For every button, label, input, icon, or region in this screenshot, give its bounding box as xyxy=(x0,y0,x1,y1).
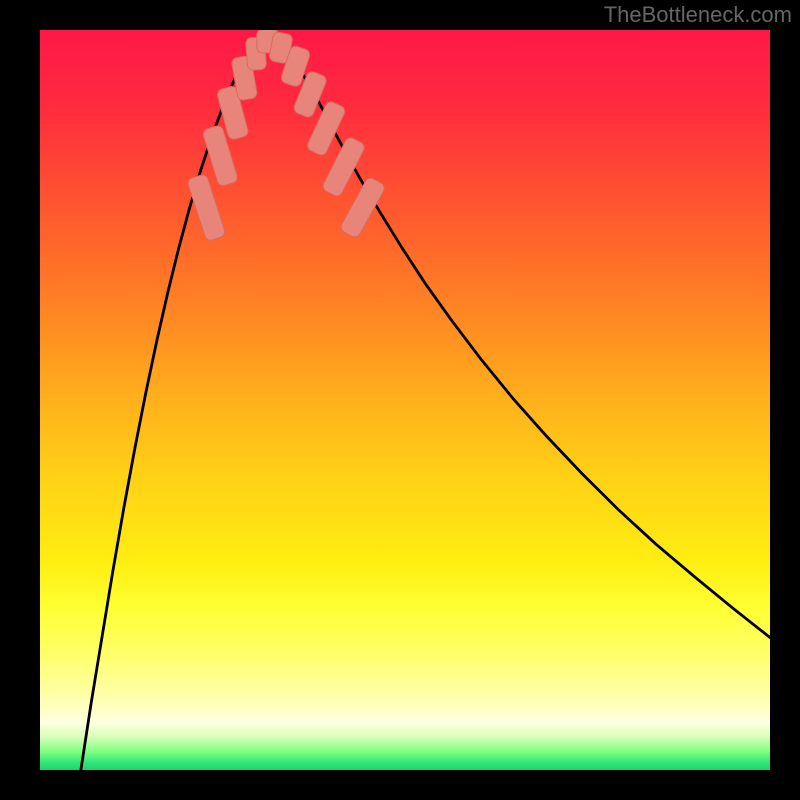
plot-svg xyxy=(40,30,770,770)
plot-background xyxy=(40,30,770,770)
plot-area xyxy=(40,30,770,770)
watermark-text: TheBottleneck.com xyxy=(604,2,792,28)
